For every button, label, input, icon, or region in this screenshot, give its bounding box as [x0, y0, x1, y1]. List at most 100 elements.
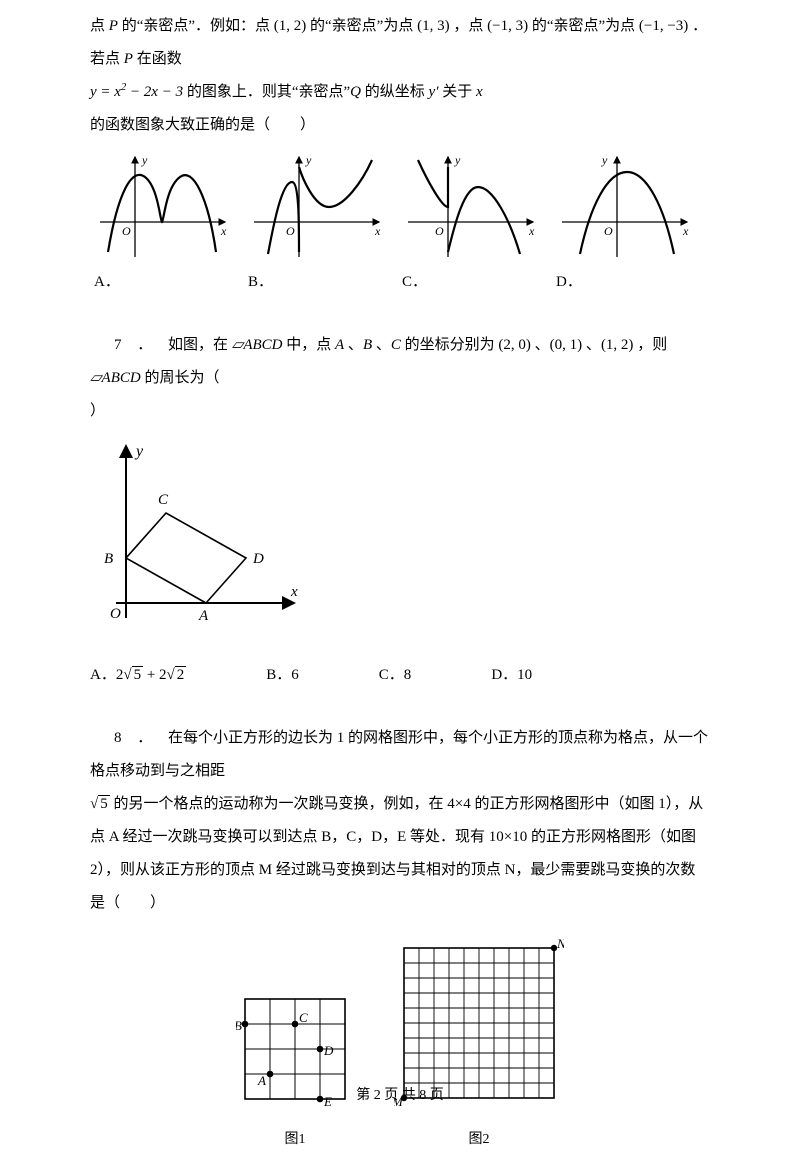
pn: N: [556, 938, 564, 951]
page-footer: 第 2 页 共 8 页: [0, 1084, 800, 1104]
t: 的函数图象大致正确的是（ ）: [90, 117, 315, 133]
t: 的纵坐标: [361, 84, 429, 100]
t: 的坐标分别为: [401, 337, 499, 353]
graph-b: x y O: [244, 152, 384, 262]
choice-a: A．2√5 + 2√2: [90, 659, 186, 692]
close-paren: ）: [90, 395, 710, 428]
t: 的“亲密点”为点: [528, 18, 639, 34]
q7-choices: A．2√5 + 2√2 B．6 C．8 D．10: [90, 659, 710, 692]
sep: ．: [137, 730, 152, 746]
pt: (0, 1): [550, 337, 583, 353]
axis-y: y: [454, 153, 461, 167]
q8-p2: √5 的另一个格点的运动称为一次跳马变换，例如，在 4×4 的正方形网格图形中（…: [90, 788, 710, 920]
t: 如图，在: [168, 337, 232, 353]
choice-d: x y O D．: [552, 152, 706, 299]
sym-p: P: [124, 51, 133, 67]
choice-d: D．10: [491, 659, 532, 692]
q8-num: 8: [114, 730, 122, 746]
fig2-caption: 图2: [394, 1125, 564, 1156]
t: 的“亲密点”为点: [306, 18, 417, 34]
t: 、: [372, 337, 391, 353]
origin: O: [122, 224, 131, 238]
pt: (−1, 3): [487, 18, 528, 34]
fig1-caption: 图1: [236, 1125, 354, 1156]
f: 页 共: [384, 1088, 416, 1103]
sep: ．: [137, 337, 152, 353]
fig1-wrap: A B C D E 图1: [236, 990, 354, 1156]
q6-line2: y = x2 − 2x − 3 的图象上．则其“亲密点”Q 的纵坐标 y′ 关于…: [90, 76, 710, 142]
axis-x: x: [220, 224, 227, 238]
f: 第: [356, 1088, 370, 1103]
q7-num: 7: [114, 337, 122, 353]
axis-x: x: [682, 224, 689, 238]
label-a: A．: [90, 266, 120, 299]
sym-x: x: [476, 84, 483, 100]
f: 页: [430, 1088, 444, 1103]
axis-y: y: [141, 153, 148, 167]
pt: (1, 2): [601, 337, 634, 353]
pt: (2, 0): [498, 337, 531, 353]
t: 、: [344, 337, 363, 353]
pt-c: C: [158, 492, 169, 508]
sym-p: P: [109, 18, 118, 34]
label-c: C．: [398, 266, 427, 299]
q6-line1: 点 P 的“亲密点”．例如：点 (1, 2) 的“亲密点”为点 (1, 3) ，…: [90, 10, 710, 76]
fig2: M N: [394, 938, 564, 1108]
label-d: D．: [552, 266, 582, 299]
sym-q: Q: [350, 84, 361, 100]
f-page: 2: [374, 1088, 381, 1103]
pb: B: [236, 1018, 242, 1033]
t: 的“亲密点”．例如：点: [118, 18, 274, 34]
t: ，则: [633, 337, 667, 353]
formula: y = x2 − 2x − 3: [90, 84, 183, 100]
t: 、: [582, 337, 601, 353]
sym: ▱ABCD: [232, 337, 283, 353]
pt-d: D: [252, 551, 264, 567]
q8-p1: 在每个小正方形的边长为 1 的网格图形中，每个小正方形的顶点称为格点，从一个格点…: [90, 730, 708, 779]
t: 中，点: [282, 337, 335, 353]
axis-y: y: [601, 153, 608, 167]
f-total: 8: [419, 1088, 426, 1103]
origin: O: [286, 224, 295, 238]
axis-x: x: [374, 224, 381, 238]
q7: 7 ． 如图，在 ▱ABCD 中，点 A 、B 、C 的坐标分别为 (2, 0)…: [90, 329, 710, 692]
sym: ▱ABCD: [90, 370, 141, 386]
q7-figure: x y O A B C D: [86, 438, 306, 628]
val: 2√5 + 2√2: [116, 667, 186, 683]
t: 在函数: [133, 51, 182, 67]
pt: (1, 3): [417, 18, 450, 34]
graph-d: x y O: [552, 152, 692, 262]
graph-a: x y O: [90, 152, 230, 262]
t: ，点: [450, 18, 488, 34]
t: 的周长为（: [141, 370, 220, 386]
axis-x: x: [528, 224, 535, 238]
choice-a: x y O A．: [90, 152, 244, 299]
pt-b: B: [104, 551, 113, 567]
t: 点: [90, 18, 109, 34]
choice-b: B．6: [266, 659, 299, 692]
origin: O: [604, 224, 613, 238]
axis-y: y: [134, 443, 144, 460]
pd: D: [323, 1043, 334, 1058]
q8-figures: A B C D E 图1 M N 图2: [90, 938, 710, 1156]
graph-c: x y O: [398, 152, 538, 262]
choice-c: x y O C．: [398, 152, 552, 299]
sym: A: [335, 337, 344, 353]
pt: (−1, −3): [639, 18, 688, 34]
pt: (1, 2): [274, 18, 307, 34]
origin: O: [435, 224, 444, 238]
axis-y: y: [305, 153, 312, 167]
q8-p2-text: 的另一个格点的运动称为一次跳马变换，例如，在 4×4 的正方形网格图形中（如图 …: [90, 796, 703, 911]
sym: C: [391, 337, 401, 353]
origin: O: [110, 606, 121, 622]
pt-a: A: [198, 608, 209, 624]
choice-c: C．8: [379, 659, 412, 692]
t: 的图象上．则其“亲密点”: [187, 84, 350, 100]
pc: C: [299, 1010, 308, 1025]
t: 、: [531, 337, 550, 353]
choice-b: x y O B．: [244, 152, 398, 299]
axis-x: x: [290, 584, 298, 600]
sym-y: y′: [429, 84, 439, 100]
label-b: B．: [244, 266, 273, 299]
t: 关于: [438, 84, 476, 100]
